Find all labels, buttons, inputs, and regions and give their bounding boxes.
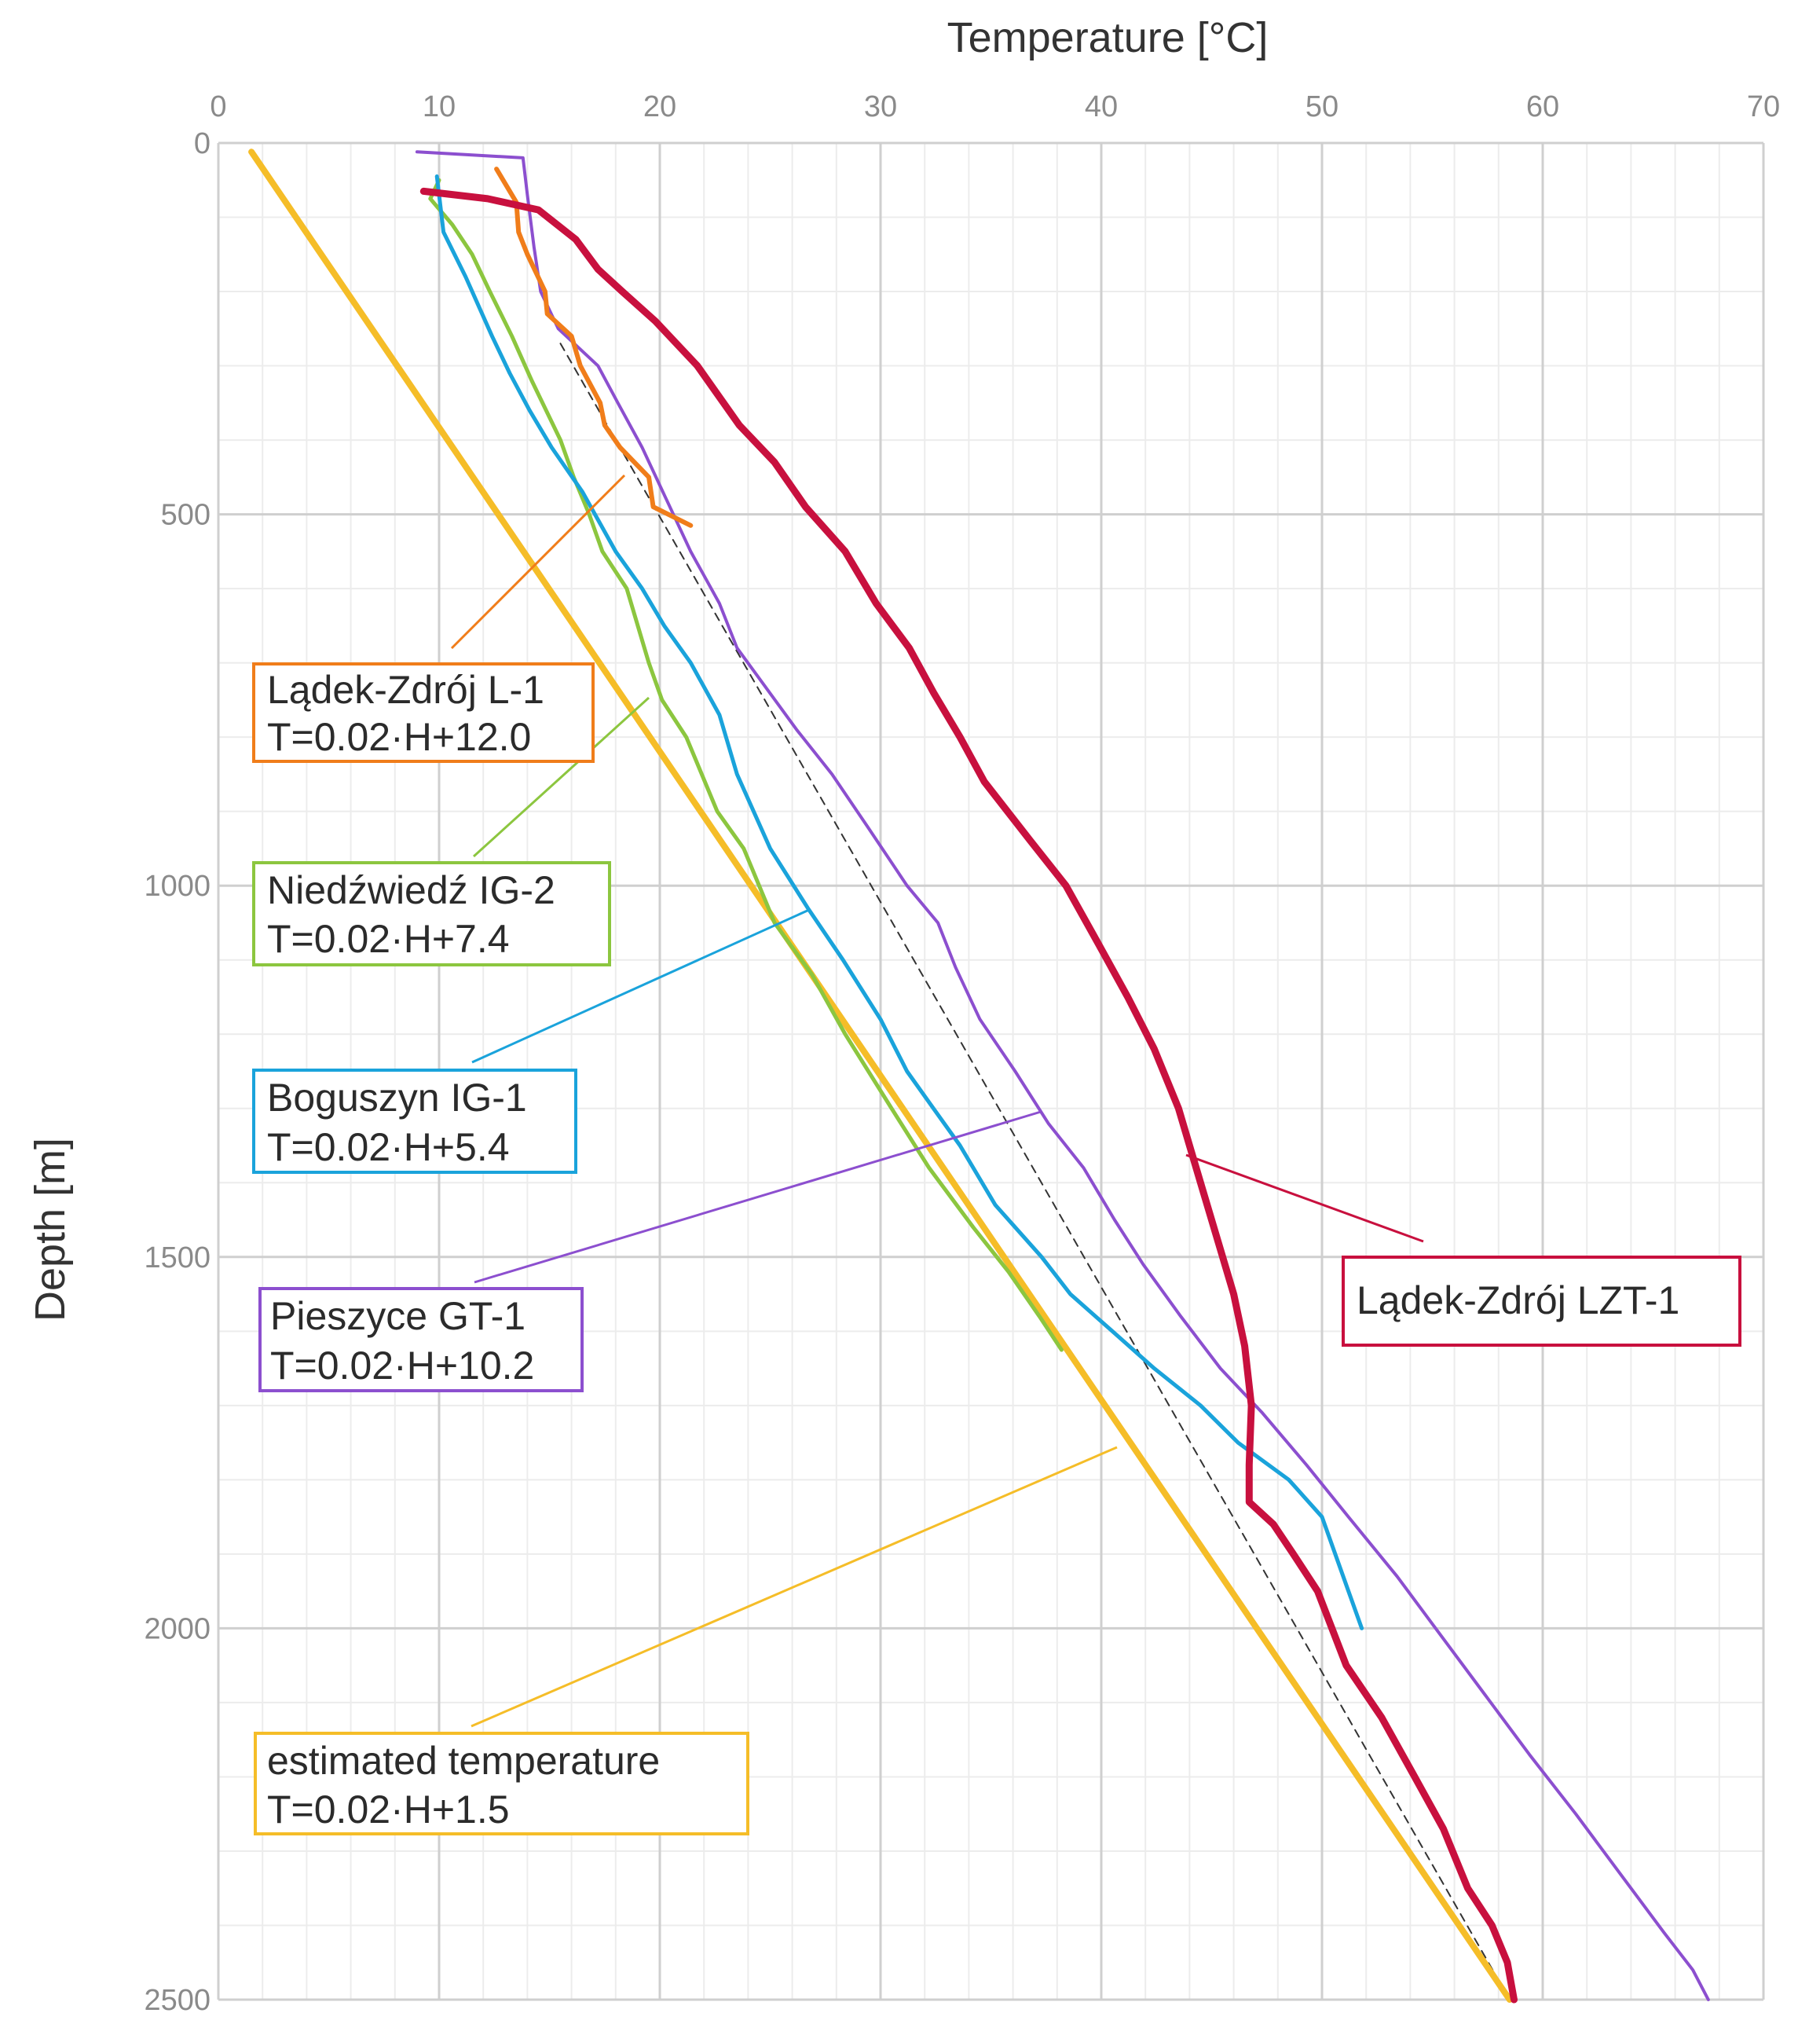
label-name: Pieszyce GT-1 <box>270 1294 525 1338</box>
label-formula: T=0.02·H+7.4 <box>267 917 510 961</box>
y-axis-ticks: 0 500 1000 1500 2000 2500 <box>144 127 211 2017</box>
y-tick-label: 500 <box>161 499 211 532</box>
temperature-depth-chart: 0 10 20 30 40 50 60 70 0 500 1000 1500 2000 2500 Tem… <box>0 0 1820 2035</box>
label-box-ladek-lzt1: Lądek-Zdrój LZT-1 <box>1343 1257 1740 1345</box>
series-line-l-dek-zdr-j-l-1 <box>496 169 690 526</box>
label-box-boguszyn-ig1: Boguszyn IG-1 T=0.02·H+5.4 <box>254 1070 576 1172</box>
leader-ladek-l1 <box>452 475 624 648</box>
label-formula: T=0.02·H+5.4 <box>267 1125 510 1169</box>
y-tick-label: 1000 <box>144 870 211 903</box>
label-box-pieszyce-gt1: Pieszyce GT-1 T=0.02·H+10.2 <box>260 1289 582 1391</box>
y-tick-label: 1500 <box>144 1241 211 1274</box>
x-tick-label: 0 <box>210 90 226 123</box>
series-line-pieszyce-gt-1 <box>417 152 1708 2000</box>
label-name: Lądek-Zdrój LZT-1 <box>1357 1278 1679 1322</box>
y-tick-label: 0 <box>194 127 211 160</box>
label-name: Niedźwiedź IG-2 <box>267 868 555 912</box>
x-tick-label: 60 <box>1526 90 1559 123</box>
x-tick-label: 70 <box>1747 90 1780 123</box>
label-box-ladek-l1: Lądek-Zdrój L-1 T=0.02·H+12.0 <box>254 664 593 761</box>
x-tick-label: 30 <box>864 90 897 123</box>
x-tick-label: 40 <box>1085 90 1118 123</box>
x-tick-label: 10 <box>423 90 456 123</box>
x-axis-ticks: 0 10 20 30 40 50 60 70 <box>210 90 1780 123</box>
leader-estimated <box>471 1447 1117 1726</box>
label-name: Boguszyn IG-1 <box>267 1076 527 1120</box>
label-box-estimated: estimated temperature T=0.02·H+1.5 <box>255 1733 748 1834</box>
y-tick-label: 2000 <box>144 1612 211 1645</box>
label-formula: T=0.02·H+12.0 <box>267 715 531 759</box>
x-tick-label: 20 <box>643 90 676 123</box>
label-formula: T=0.02·H+10.2 <box>270 1344 534 1388</box>
y-axis-title: Depth [m] <box>27 1138 74 1322</box>
label-name: Lądek-Zdrój L-1 <box>267 668 544 712</box>
label-box-niedzwiedz-ig2: Niedźwiedź IG-2 T=0.02·H+7.4 <box>254 863 610 965</box>
leader-ladek-lzt1 <box>1186 1155 1423 1241</box>
label-name: estimated temperature <box>267 1739 660 1783</box>
x-axis-title: Temperature [°C] <box>947 14 1269 61</box>
series-line-nied-wied-ig-2 <box>430 180 1062 1350</box>
label-formula: T=0.02·H+1.5 <box>267 1788 510 1832</box>
x-tick-label: 50 <box>1305 90 1338 123</box>
y-tick-label: 2500 <box>144 1984 211 2017</box>
